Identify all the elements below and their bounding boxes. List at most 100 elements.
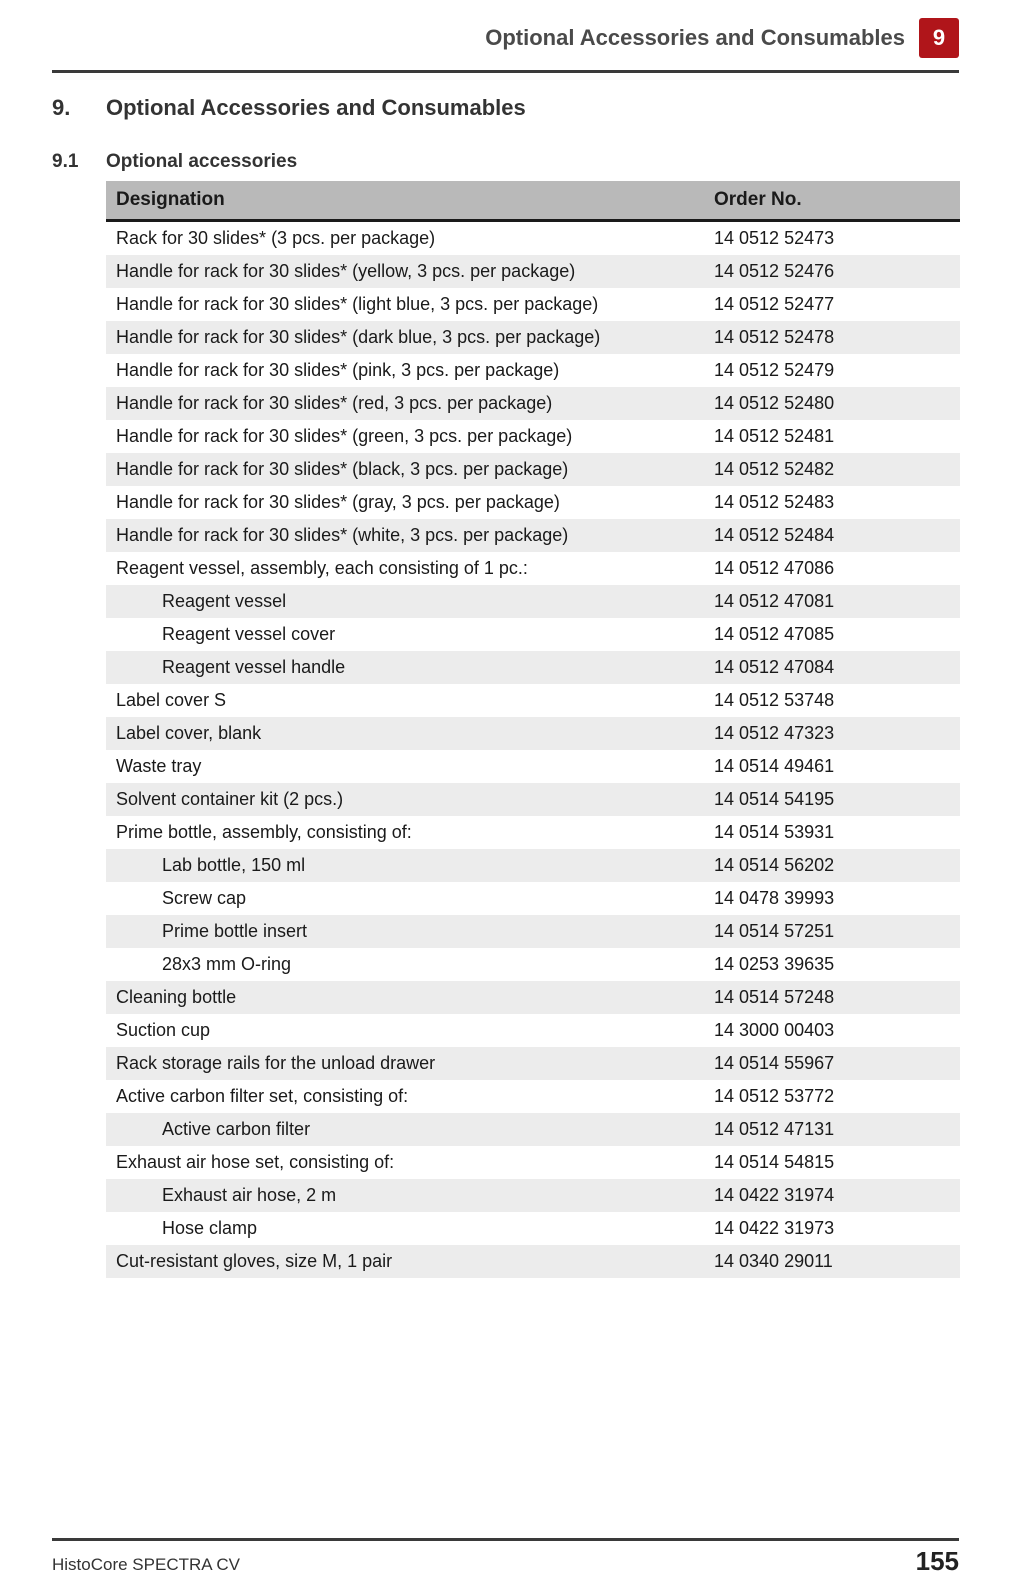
cell-designation: Rack storage rails for the unload drawer [106,1047,704,1080]
cell-order-no: 14 0512 53748 [704,684,960,717]
cell-order-no: 14 0512 52477 [704,288,960,321]
cell-designation: Exhaust air hose set, consisting of: [106,1146,704,1179]
cell-designation: Cleaning bottle [106,981,704,1014]
table-row: Active carbon filter14 0512 47131 [106,1113,960,1146]
cell-designation: Rack for 30 slides* (3 pcs. per package) [106,222,704,255]
table-row: Handle for rack for 30 slides* (green, 3… [106,420,960,453]
table-row: Lab bottle, 150 ml14 0514 56202 [106,849,960,882]
table-row: Handle for rack for 30 slides* (dark blu… [106,321,960,354]
cell-designation: Active carbon filter set, consisting of: [106,1080,704,1113]
cell-designation: Solvent container kit (2 pcs.) [106,783,704,816]
cell-order-no: 14 0514 56202 [704,849,960,882]
table-row: Cleaning bottle14 0514 57248 [106,981,960,1014]
cell-designation: Handle for rack for 30 slides* (black, 3… [106,453,704,486]
table-row: Prime bottle insert14 0514 57251 [106,915,960,948]
table-row: Suction cup14 3000 00403 [106,1014,960,1047]
cell-order-no: 14 0512 47131 [704,1113,960,1146]
chapter-number: 9 [933,25,945,51]
cell-order-no: 14 0512 47086 [704,552,960,585]
col-header-order: Order No. [704,181,960,219]
table-row: Reagent vessel, assembly, each consistin… [106,552,960,585]
cell-order-no: 14 0512 52473 [704,222,960,255]
table-row: Label cover, blank14 0512 47323 [106,717,960,750]
cell-designation: Exhaust air hose, 2 m [106,1179,704,1212]
cell-order-no: 14 0512 52476 [704,255,960,288]
cell-order-no: 14 0514 57251 [704,915,960,948]
cell-order-no: 14 0514 53931 [704,816,960,849]
cell-order-no: 14 0253 39635 [704,948,960,981]
table-row: Handle for rack for 30 slides* (light bl… [106,288,960,321]
cell-designation: Handle for rack for 30 slides* (green, 3… [106,420,704,453]
table-row: Handle for rack for 30 slides* (white, 3… [106,519,960,552]
cell-order-no: 14 0514 57248 [704,981,960,1014]
cell-designation: Waste tray [106,750,704,783]
cell-order-no: 14 0512 53772 [704,1080,960,1113]
col-header-designation: Designation [106,181,704,219]
section-heading-1: 9. Optional Accessories and Consumables [52,95,959,121]
cell-order-no: 14 3000 00403 [704,1014,960,1047]
cell-designation: Prime bottle, assembly, consisting of: [106,816,704,849]
cell-order-no: 14 0514 54195 [704,783,960,816]
running-head-title: Optional Accessories and Consumables [485,25,905,51]
table-row: Handle for rack for 30 slides* (pink, 3 … [106,354,960,387]
cell-designation: Reagent vessel [106,585,704,618]
table-row: Handle for rack for 30 slides* (gray, 3 … [106,486,960,519]
table-row: Exhaust air hose set, consisting of:14 0… [106,1146,960,1179]
table-row: Handle for rack for 30 slides* (yellow, … [106,255,960,288]
cell-designation: Screw cap [106,882,704,915]
table-row: Hose clamp14 0422 31973 [106,1212,960,1245]
cell-designation: Suction cup [106,1014,704,1047]
cell-designation: Label cover S [106,684,704,717]
table-body: Rack for 30 slides* (3 pcs. per package)… [106,222,960,1278]
table-row: Reagent vessel cover14 0512 47085 [106,618,960,651]
cell-order-no: 14 0512 52480 [704,387,960,420]
page: Optional Accessories and Consumables 9 9… [0,0,1011,1595]
cell-order-no: 14 0514 54815 [704,1146,960,1179]
cell-designation: Hose clamp [106,1212,704,1245]
cell-order-no: 14 0422 31973 [704,1212,960,1245]
cell-order-no: 14 0512 52479 [704,354,960,387]
top-rule [52,70,959,73]
footer-rule [52,1538,959,1541]
subsection-title: Optional accessories [106,151,297,173]
table-row: Solvent container kit (2 pcs.)14 0514 54… [106,783,960,816]
cell-order-no: 14 0512 47084 [704,651,960,684]
cell-designation: 28x3 mm O-ring [106,948,704,981]
cell-order-no: 14 0512 47323 [704,717,960,750]
cell-designation: Handle for rack for 30 slides* (yellow, … [106,255,704,288]
table-row: Label cover S14 0512 53748 [106,684,960,717]
cell-designation: Handle for rack for 30 slides* (dark blu… [106,321,704,354]
chapter-number-box: 9 [919,18,959,58]
cell-order-no: 14 0512 52482 [704,453,960,486]
table-row: Exhaust air hose, 2 m14 0422 31974 [106,1179,960,1212]
cell-designation: Lab bottle, 150 ml [106,849,704,882]
footer-product-name: HistoCore SPECTRA CV [52,1555,240,1575]
cell-designation: Handle for rack for 30 slides* (pink, 3 … [106,354,704,387]
table-header-row: Designation Order No. [106,181,960,222]
table-row: Rack for 30 slides* (3 pcs. per package)… [106,222,960,255]
cell-designation: Handle for rack for 30 slides* (red, 3 p… [106,387,704,420]
table-row: Rack storage rails for the unload drawer… [106,1047,960,1080]
table-row: Prime bottle, assembly, consisting of:14… [106,816,960,849]
table-row: Active carbon filter set, consisting of:… [106,1080,960,1113]
cell-order-no: 14 0512 52481 [704,420,960,453]
cell-designation: Label cover, blank [106,717,704,750]
table-row: Waste tray14 0514 49461 [106,750,960,783]
table-row: Reagent vessel14 0512 47081 [106,585,960,618]
footer-page-number: 155 [916,1546,959,1577]
cell-designation: Handle for rack for 30 slides* (light bl… [106,288,704,321]
section-title: Optional Accessories and Consumables [106,95,526,121]
cell-order-no: 14 0512 52484 [704,519,960,552]
subsection-number: 9.1 [52,151,82,173]
table-row: Reagent vessel handle14 0512 47084 [106,651,960,684]
cell-order-no: 14 0422 31974 [704,1179,960,1212]
cell-order-no: 14 0512 52478 [704,321,960,354]
cell-designation: Reagent vessel cover [106,618,704,651]
cell-designation: Reagent vessel, assembly, each consistin… [106,552,704,585]
cell-order-no: 14 0512 47081 [704,585,960,618]
section-heading-2: 9.1 Optional accessories [52,151,959,173]
cell-order-no: 14 0514 55967 [704,1047,960,1080]
cell-order-no: 14 0514 49461 [704,750,960,783]
table-row: 28x3 mm O-ring14 0253 39635 [106,948,960,981]
cell-order-no: 14 0340 29011 [704,1245,960,1278]
